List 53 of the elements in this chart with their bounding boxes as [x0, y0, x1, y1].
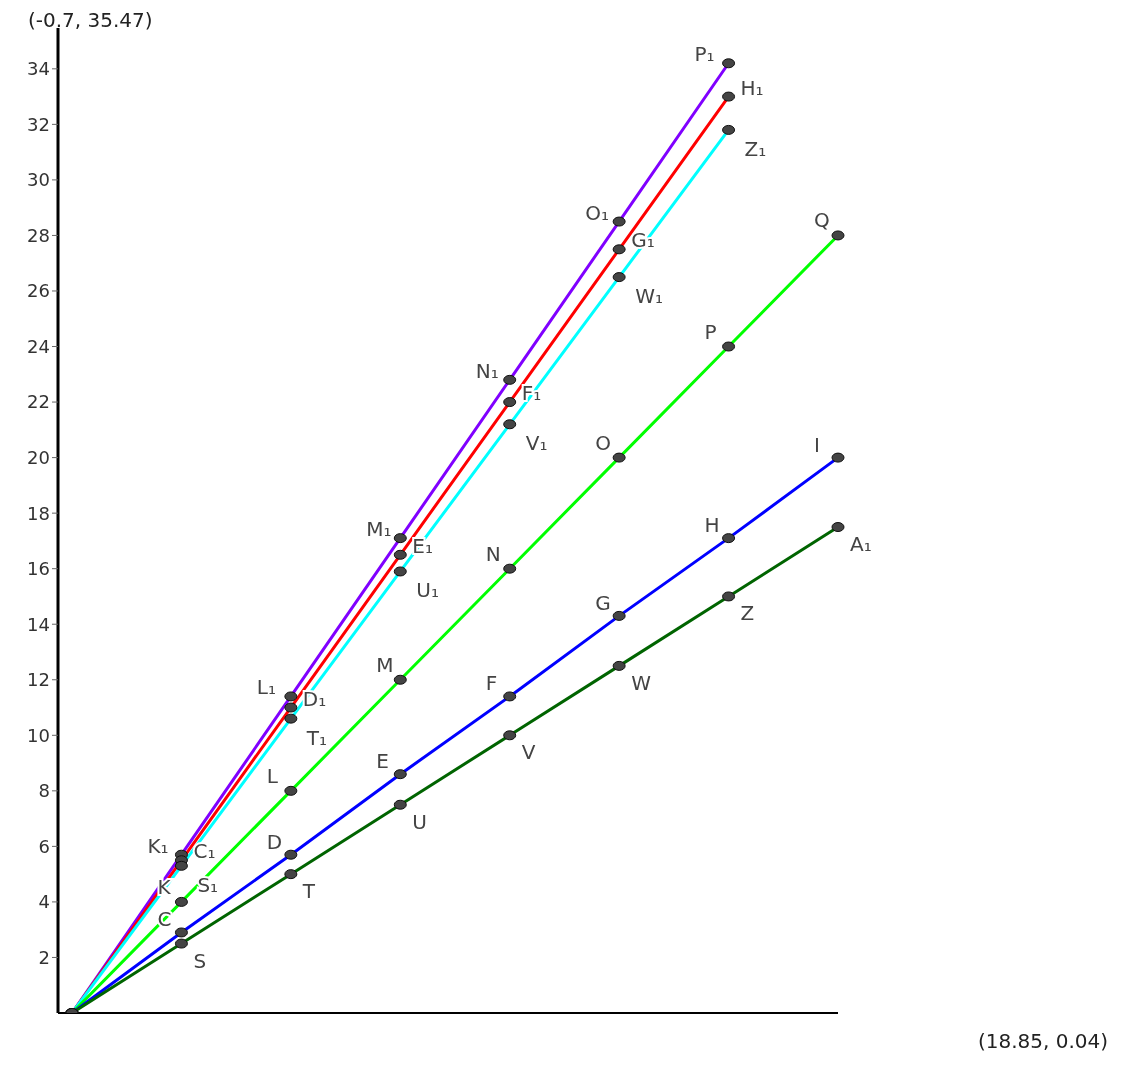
- data-label: Q: [814, 208, 830, 233]
- data-label: N₁: [475, 358, 499, 383]
- data-label: K: [157, 874, 172, 899]
- data-label: H₁: [740, 75, 764, 100]
- y-tick-label: 8: [38, 780, 50, 802]
- data-label: V: [521, 740, 536, 765]
- y-tick-label: 6: [38, 835, 50, 857]
- data-label: Z: [740, 601, 755, 626]
- data-label: I: [814, 432, 820, 457]
- y-tick-label: 32: [27, 113, 50, 135]
- data-label: D: [266, 829, 283, 854]
- y-tick-label: 2: [38, 946, 50, 968]
- y-tick-label: 10: [27, 724, 50, 746]
- text: (18.85, 0.04): [977, 1029, 1108, 1053]
- y-tick-label: 12: [27, 669, 50, 691]
- data-label: T: [301, 879, 316, 904]
- y-tick-label: 4: [38, 891, 50, 913]
- data-label: O: [595, 430, 611, 455]
- data-label: G: [595, 590, 611, 615]
- data-label: K₁: [147, 833, 169, 858]
- y-tick-label: 34: [27, 58, 50, 80]
- y-tick-label: 16: [27, 558, 50, 580]
- data-label: F: [485, 671, 498, 696]
- y-tick-label: 24: [27, 335, 50, 357]
- data-label: P: [704, 319, 717, 344]
- data-label: T₁: [305, 725, 328, 750]
- data-label: N: [485, 541, 501, 566]
- y-tick-label: 14: [27, 613, 50, 635]
- data-label: W: [631, 670, 652, 695]
- y-tick-label: 18: [27, 502, 50, 524]
- data-label: M₁: [366, 517, 392, 542]
- data-label: P₁: [694, 42, 715, 67]
- y-tick-label: 22: [27, 391, 50, 413]
- data-label: S₁: [197, 872, 219, 897]
- data-label: W₁: [635, 284, 663, 309]
- data-label: C₁: [193, 839, 216, 864]
- y-tick-label: 26: [27, 280, 50, 302]
- data-label: O₁: [585, 200, 609, 225]
- data-label: A₁: [850, 532, 872, 557]
- data-label: H: [704, 513, 720, 538]
- data-label: S: [193, 948, 207, 973]
- data-label: Z₁: [744, 136, 767, 161]
- data-label: U: [412, 809, 427, 834]
- data-label: L₁: [256, 675, 277, 700]
- data-label: M: [376, 652, 394, 677]
- y-tick-label: 28: [27, 224, 50, 246]
- data-label: V₁: [525, 431, 548, 456]
- annotation: (-0.7, 35.47): [28, 8, 153, 32]
- data-label: E: [376, 749, 389, 774]
- y-tick-label: 30: [27, 169, 50, 191]
- data-label: L: [266, 763, 279, 788]
- data-label: U₁: [416, 578, 439, 603]
- y-tick-label: 20: [27, 446, 50, 468]
